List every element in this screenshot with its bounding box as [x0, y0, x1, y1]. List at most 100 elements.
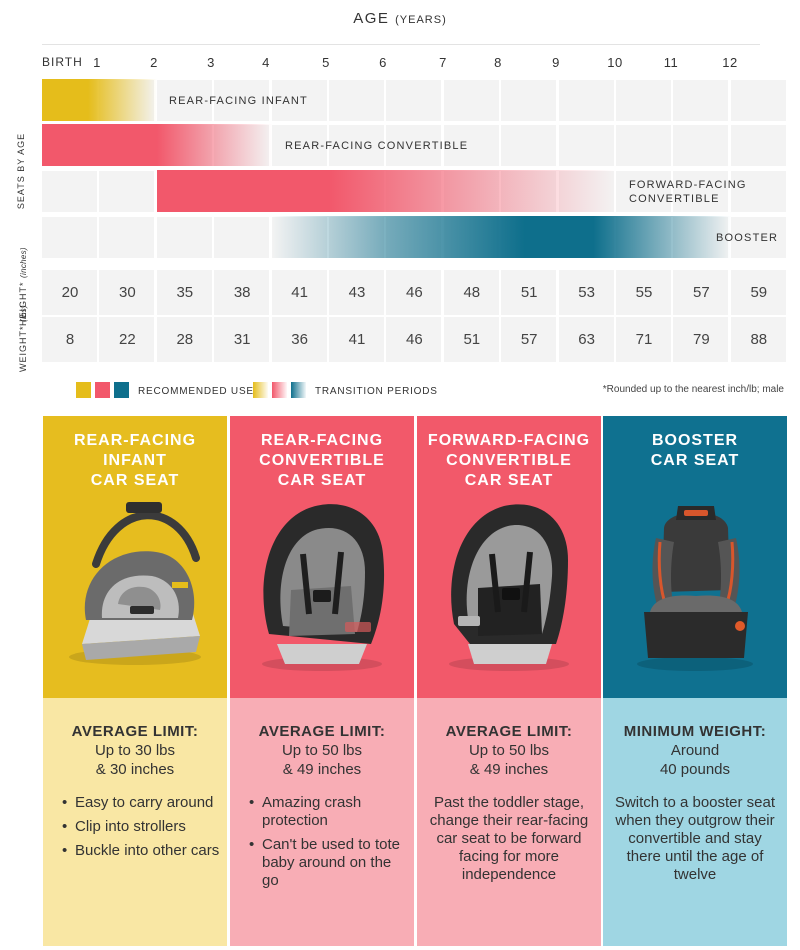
limit-heading: MINIMUM WEIGHT: — [623, 723, 767, 740]
height-value: 51 — [520, 284, 538, 301]
grid-cell — [156, 217, 212, 258]
grid-cell — [329, 80, 384, 121]
grid-cell — [99, 171, 155, 212]
grid-cell — [616, 317, 671, 362]
height-value: 57 — [693, 284, 710, 301]
feature-item: Buckle into other cars — [61, 842, 221, 860]
column-title-line: CAR SEAT — [650, 452, 740, 469]
grid-cell — [616, 270, 671, 315]
height-value: 43 — [348, 284, 366, 301]
weight-label-text: WEIGHT* — [18, 325, 28, 373]
column-title-line: FORWARD-FACING — [427, 432, 591, 449]
grid-cell — [443, 125, 499, 166]
height-value: 55 — [635, 284, 653, 301]
age-tick-label: 8 — [494, 55, 502, 70]
column-forward-facing-convertible: FORWARD-FACING CONVERTIBLE CAR SEAT AVER… — [417, 416, 601, 946]
chart-title: AGE (YEARS) — [0, 10, 800, 27]
limit-block: AVERAGE LIMIT: Up to 30 lbs & 30 inches — [43, 722, 227, 779]
weight-value: 57 — [520, 331, 538, 348]
limit-line: Up to 30 lbs — [94, 742, 176, 759]
grid-cell — [616, 80, 671, 121]
seat-bar-booster — [271, 216, 731, 258]
grid-cell — [730, 171, 786, 212]
weight-value: 31 — [233, 331, 251, 348]
height-value: 46 — [406, 284, 423, 301]
height-value: 20 — [61, 284, 79, 301]
seat-bar-label: REAR-FACING CONVERTIBLE — [285, 140, 469, 152]
grid-cell — [443, 317, 499, 362]
limit-heading: AVERAGE LIMIT: — [258, 723, 386, 740]
legend-swatch-red — [95, 382, 110, 398]
axis-line — [42, 44, 760, 45]
weight-value: 46 — [406, 331, 423, 348]
age-tick-label: 4 — [262, 55, 270, 70]
grid-cell — [443, 270, 499, 315]
grid-cell — [99, 217, 155, 258]
column-title-line: CONVERTIBLE — [446, 452, 572, 469]
weight-value: 79 — [693, 331, 710, 348]
limit-line: & 49 inches — [469, 761, 549, 778]
limit-block: MINIMUM WEIGHT: Around 40 pounds — [603, 722, 787, 779]
grid-cell — [271, 317, 327, 362]
age-timeline-chart: AGE (YEARS) BIRTH 1 2 3 4 5 6 7 8 9 10 11 12 REAR-FA… — [0, 0, 800, 410]
weight-value: 28 — [176, 331, 194, 348]
height-value: 38 — [233, 284, 251, 301]
age-tick-label: 5 — [322, 55, 330, 70]
grid-cell — [214, 317, 270, 362]
grid-cell — [214, 80, 270, 121]
chart-title-unit: (YEARS) — [395, 14, 447, 26]
column-title-line: REAR-FACING — [73, 432, 197, 449]
limit-line: Up to 50 lbs — [281, 742, 363, 759]
grid-cell — [214, 217, 270, 258]
weight-value: 8 — [65, 331, 75, 348]
column-title-line: BOOSTER — [651, 432, 739, 449]
column-title: REAR-FACING INFANT CAR SEAT — [43, 431, 227, 491]
column-rear-facing-infant: REAR-FACING INFANT CAR SEAT AVERAGE LIMI… — [43, 416, 227, 946]
grid-cell — [42, 171, 97, 212]
limit-line: Around — [670, 742, 720, 759]
column-title-line: INFANT — [103, 452, 167, 469]
description-paragraph: Switch to a booster seat when they outgr… — [614, 794, 776, 883]
height-unit-text: (inches) — [19, 247, 28, 278]
grid-cell — [558, 80, 614, 121]
column-header-panel: REAR-FACING CONVERTIBLE CAR SEAT — [230, 416, 414, 698]
seat-bar-rear-facing-convertible — [42, 124, 272, 166]
grid-cell — [386, 270, 442, 315]
grid-cell — [271, 125, 327, 166]
column-header-panel: FORWARD-FACING CONVERTIBLE CAR SEAT — [417, 416, 601, 698]
seat-bar-label: REAR-FACING INFANT — [169, 95, 308, 107]
column-title: BOOSTER CAR SEAT — [603, 431, 787, 471]
seat-bar-rear-facing-infant — [42, 79, 157, 121]
limit-line: 40 pounds — [659, 761, 731, 778]
grid-cell — [271, 270, 327, 315]
legend-transition-swatch-yellow — [253, 382, 268, 398]
legend-swatch-yellow — [76, 382, 91, 398]
feature-list: Easy to carry around Clip into strollers… — [61, 794, 221, 866]
grid-cell — [156, 317, 212, 362]
grid-cell — [730, 80, 786, 121]
grid-cell — [271, 80, 327, 121]
grid-cell — [558, 317, 614, 362]
height-value: 59 — [750, 284, 768, 301]
limit-line: & 30 inches — [95, 761, 175, 778]
grid-cell — [99, 270, 155, 315]
grid-cell — [730, 125, 786, 166]
weight-value: 41 — [348, 331, 366, 348]
grid-cell — [386, 317, 442, 362]
grid-cell — [501, 80, 557, 121]
column-title-line: CONVERTIBLE — [259, 452, 385, 469]
weight-value: 36 — [291, 331, 308, 348]
grid-cell — [386, 125, 442, 166]
grid-cell — [214, 270, 270, 315]
weight-value: 22 — [119, 331, 136, 348]
column-info-panel — [603, 698, 787, 946]
grid-cell — [673, 125, 729, 166]
footnote: *Rounded up to the nearest inch/lb; male — [602, 384, 784, 395]
limit-heading: AVERAGE LIMIT: — [445, 723, 573, 740]
grid-cell — [673, 171, 729, 212]
grid-cell — [156, 80, 212, 121]
grid-cell — [443, 80, 499, 121]
booster-car-seat-icon — [637, 506, 753, 671]
seat-bar-forward-facing-convertible — [156, 170, 616, 212]
grid-cell — [99, 317, 155, 362]
